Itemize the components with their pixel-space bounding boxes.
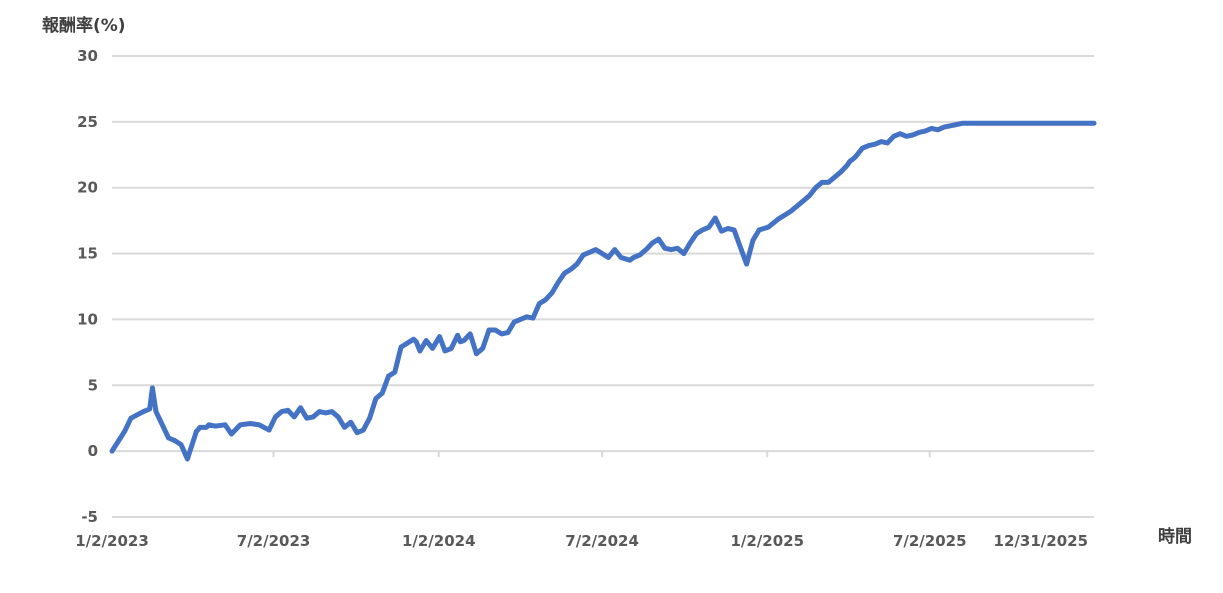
series-line-return xyxy=(109,120,1097,462)
x-tick-label: 7/2/2024 xyxy=(565,532,639,550)
y-tick-label: 10 xyxy=(77,310,98,328)
y-tick-label: 0 xyxy=(88,442,98,460)
y-tick-label: 20 xyxy=(77,179,98,197)
x-tick-label: 7/2/2023 xyxy=(237,532,311,550)
x-axis-title: 時間 xyxy=(1158,526,1192,547)
x-tick-label: 1/2/2025 xyxy=(730,532,804,550)
y-tick-label: 5 xyxy=(88,376,98,394)
y-tick-label: 15 xyxy=(77,245,98,263)
x-tick-label: 7/2/2025 xyxy=(893,532,967,550)
x-tick-label: 1/2/2023 xyxy=(75,532,149,550)
y-tick-label: -5 xyxy=(81,508,98,526)
y-tick-label: 25 xyxy=(77,113,98,131)
x-tick-label: 1/2/2024 xyxy=(402,532,476,550)
series-group xyxy=(109,120,1097,462)
x-tick-label: 12/31/2025 xyxy=(994,532,1088,550)
x-tick-labels: 1/2/2023 7/2/2023 1/2/2024 7/2/2024 1/2/2025… xyxy=(75,451,1088,550)
y-tick-label: 30 xyxy=(77,47,98,65)
y-tick-labels: -5 0 5 10 15 20 25 30 xyxy=(77,47,98,526)
y-axis-title: 報酬率(%) xyxy=(42,15,126,36)
